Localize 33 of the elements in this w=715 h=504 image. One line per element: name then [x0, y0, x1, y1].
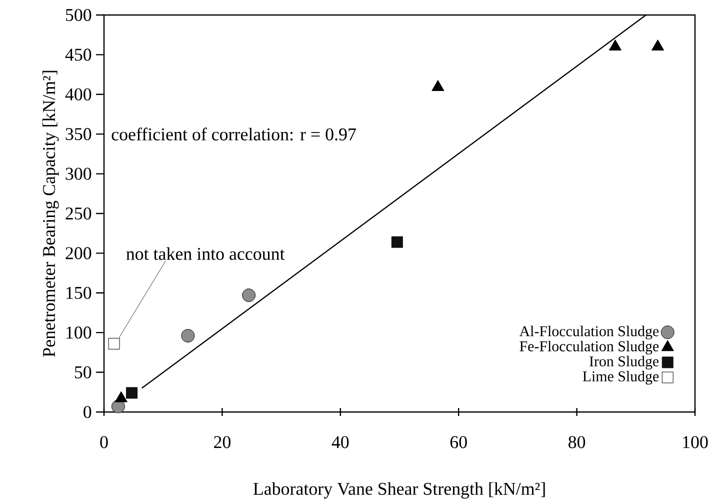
legend-label: Al-Flocculation Sludge [519, 326, 659, 340]
x-axis-title: Laboratory Vane Shear Strength [kN/m²] [253, 482, 545, 499]
legend-label: Lime Sludge [582, 370, 659, 385]
point [108, 338, 120, 350]
legend-label: Iron Sludge [590, 356, 659, 370]
y-tick-label: 500 [66, 8, 92, 22]
x-tick-label: 60 [450, 436, 467, 448]
x-tick-label: 0 [100, 436, 108, 448]
legend-label: Fe-Flocculation Sludge [520, 340, 659, 354]
x-tick-label: 40 [332, 436, 349, 448]
y-tick-label: 400 [65, 88, 92, 100]
y-tick-label: 100 [66, 326, 92, 339]
y-tick-label: 350 [66, 128, 92, 140]
y-tick-label: 200 [66, 247, 92, 260]
point [432, 80, 444, 91]
point [181, 329, 195, 342]
y-tick-label: 0 [84, 406, 92, 418]
annotation: coefficient of correlation: r = 0.97 [112, 128, 356, 141]
x-tick-label: 80 [568, 436, 586, 448]
point [651, 40, 664, 50]
point [391, 236, 403, 248]
point [242, 288, 256, 302]
y-tick-label: 450 [65, 48, 92, 61]
y-tick-label: 150 [66, 286, 92, 299]
y-tick-label: 300 [66, 168, 92, 180]
y-tick-label: 250 [66, 207, 92, 220]
point [126, 387, 138, 399]
point [608, 40, 622, 50]
x-tick-label: 20 [214, 436, 230, 448]
annotation: not taken into account [126, 247, 285, 260]
y-tick-label: 50 [74, 366, 92, 378]
y-axis-title: Penetrometer Bearing Capacity [kN/m²] [42, 70, 59, 357]
x-tick-label: 100 [683, 436, 708, 448]
